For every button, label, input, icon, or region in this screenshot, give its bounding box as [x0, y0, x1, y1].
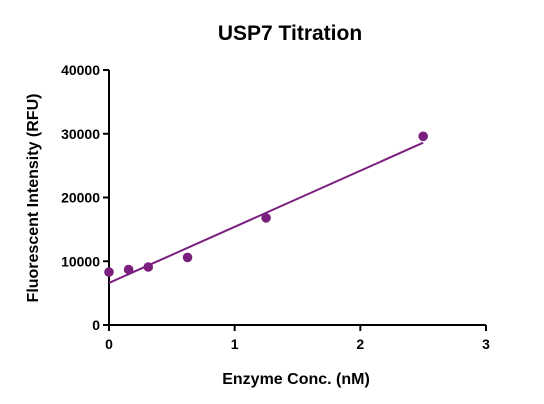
x-axis-label: Enzyme Conc. (nM) [222, 371, 370, 388]
x-tick-label: 1 [231, 336, 239, 352]
data-points [104, 131, 428, 277]
data-point [143, 262, 154, 272]
x-tick-label: 3 [482, 336, 490, 352]
fit-line [108, 141, 424, 284]
y-tick-label: 40000 [61, 62, 100, 78]
data-point [123, 264, 134, 275]
y-tick-label: 0 [92, 317, 100, 333]
data-point [182, 252, 193, 263]
chart-title: USP7 Titration [218, 22, 362, 45]
y-axis-label: Fluorescent Intensity (RFU) [25, 94, 42, 303]
y-tick-label: 20000 [61, 190, 100, 206]
y-tick-label: 30000 [61, 126, 100, 142]
y-tick-label: 10000 [61, 253, 100, 269]
ticks: 0 10000 20000 30000 40000 0 1 2 3 [61, 62, 490, 352]
data-point [261, 213, 271, 223]
data-point [104, 267, 114, 277]
x-tick-label: 2 [356, 336, 364, 352]
fit-line-group [108, 141, 424, 284]
data-point [418, 131, 428, 142]
x-tick-label: 0 [105, 336, 113, 352]
